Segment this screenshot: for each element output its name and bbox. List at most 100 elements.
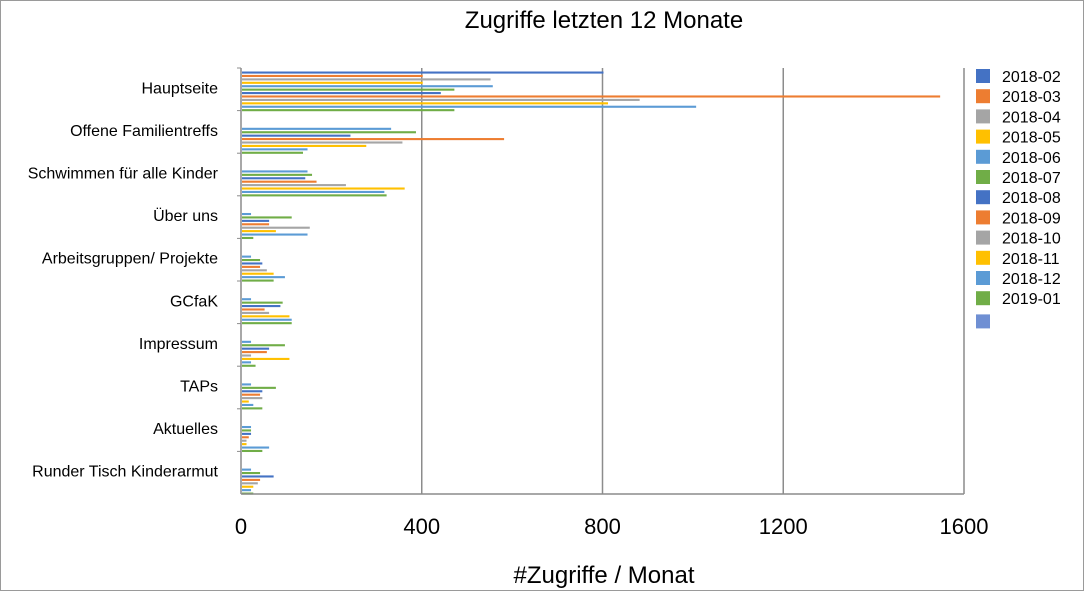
legend-label: 2018-10 bbox=[1002, 231, 1061, 248]
x-axis-title: #Zugriffe / Monat bbox=[514, 562, 695, 589]
bar-2018-07-7 bbox=[242, 386, 276, 389]
bar-2018-08-2 bbox=[242, 177, 306, 180]
bar-2018-11-5 bbox=[242, 315, 290, 318]
bar-2018-06-8 bbox=[242, 425, 252, 429]
bar-2018-10-4 bbox=[242, 269, 267, 272]
category-label: Offene Familientreffs bbox=[70, 123, 218, 140]
bar-2018-09-4 bbox=[242, 265, 261, 268]
bar-2018-10-2 bbox=[242, 184, 346, 187]
bar-2018-06-6 bbox=[242, 340, 252, 343]
bar-2018-08-9 bbox=[242, 475, 274, 478]
bar-2018-07-6 bbox=[242, 344, 285, 347]
legend-label: 2018-04 bbox=[1002, 109, 1061, 126]
x-tick-label: 800 bbox=[584, 514, 621, 539]
legend-label: 2019-01 bbox=[1002, 291, 1061, 308]
bar-2018-06-2 bbox=[242, 170, 308, 173]
bar-2018-12-4 bbox=[242, 276, 285, 279]
bar-2018-11-9 bbox=[242, 485, 254, 488]
bar-2018-11-2 bbox=[242, 187, 405, 190]
legend-label: 2018-11 bbox=[1002, 251, 1060, 268]
bar-2018-08-7 bbox=[242, 390, 263, 393]
bar-2018-06-4 bbox=[242, 255, 252, 258]
bar-2018-09-0 bbox=[242, 95, 941, 98]
bar-2018-11-7 bbox=[242, 400, 249, 403]
bar-2018-09-9 bbox=[242, 478, 261, 481]
legend: 2018-02 2018-03 2018-04 2018-05 2018-06 2018-… bbox=[976, 69, 1061, 329]
legend-swatch bbox=[976, 230, 990, 245]
bar-2018-06-0 bbox=[242, 85, 493, 88]
bar-2018-11-8 bbox=[242, 443, 247, 446]
bar-2018-09-7 bbox=[242, 393, 261, 396]
bar-2018-12-3 bbox=[242, 233, 308, 236]
bar-2018-12-2 bbox=[242, 190, 385, 193]
category-label: Schwimmen für alle Kinder bbox=[28, 166, 219, 183]
legend-swatch bbox=[976, 271, 990, 285]
axes bbox=[237, 67, 964, 495]
bar-2018-07-3 bbox=[242, 216, 292, 219]
bar-2018-09-2 bbox=[242, 180, 317, 183]
category-label: Impressum bbox=[139, 336, 218, 353]
legend-swatch bbox=[976, 170, 990, 184]
bar-2018-12-9 bbox=[242, 489, 252, 492]
bar-2018-09-6 bbox=[242, 351, 267, 354]
bar-2019-01-7 bbox=[242, 407, 263, 410]
legend-swatch bbox=[976, 89, 990, 104]
legend-label: 2018-07 bbox=[1002, 170, 1061, 187]
category-label: Arbeitsgruppen/ Projekte bbox=[42, 251, 218, 268]
bar-2019-01-5 bbox=[242, 322, 292, 325]
bar-2019-01-3 bbox=[242, 236, 254, 240]
bar-2018-07-1 bbox=[242, 131, 416, 134]
legend-label: 2018-02 bbox=[1002, 69, 1061, 86]
legend-label: 2018-05 bbox=[1002, 130, 1061, 147]
legend-label: 2018-09 bbox=[1002, 210, 1061, 227]
bar-2018-11-3 bbox=[242, 230, 276, 233]
bar-2018-11-1 bbox=[242, 144, 367, 147]
bar-2018-10-1 bbox=[242, 141, 403, 144]
legend-label: 2018-06 bbox=[1002, 150, 1061, 167]
x-tick-label: 1600 bbox=[940, 514, 989, 539]
bar-2019-01-2 bbox=[242, 194, 387, 197]
bar-2018-09-3 bbox=[242, 223, 270, 226]
bar-2018-10-7 bbox=[242, 397, 263, 400]
bar-2018-12-5 bbox=[242, 318, 292, 321]
bar-2018-12-8 bbox=[242, 446, 270, 449]
bar-2018-09-1 bbox=[242, 138, 505, 141]
legend-swatch bbox=[976, 69, 990, 83]
bar-2018-08-3 bbox=[242, 219, 270, 222]
legend-swatch bbox=[976, 250, 990, 265]
bar-2018-08-6 bbox=[242, 347, 270, 350]
x-tick-labels: 0 400 800 1200 1600 bbox=[235, 514, 989, 539]
category-label: Hauptseite bbox=[142, 80, 219, 97]
bar-2018-07-0 bbox=[242, 88, 455, 91]
bars bbox=[242, 71, 941, 495]
chart-title: Zugriffe letzten 12 Monate bbox=[465, 7, 743, 34]
bar-2018-10-8 bbox=[242, 439, 247, 442]
bar-2018-08-0 bbox=[242, 92, 441, 95]
category-labels: Hauptseite Offene Familientreffs Schwimmen… bbox=[28, 80, 219, 480]
bar-2019-01-0 bbox=[242, 109, 455, 112]
category-label: GCfaK bbox=[170, 293, 218, 310]
x-tick-label: 400 bbox=[403, 514, 440, 539]
legend-swatch bbox=[976, 109, 990, 124]
bar-2018-07-4 bbox=[242, 259, 261, 262]
bar-2018-10-5 bbox=[242, 311, 270, 314]
legend-label: 2018-12 bbox=[1002, 271, 1061, 288]
bar-2018-07-9 bbox=[242, 472, 261, 475]
bar-2018-06-3 bbox=[242, 212, 252, 216]
bar-2018-06-9 bbox=[242, 468, 252, 471]
bar-2018-09-8 bbox=[242, 436, 249, 439]
legend-swatch bbox=[976, 129, 990, 144]
bar-2018-09-5 bbox=[242, 308, 265, 311]
legend-swatch bbox=[976, 291, 990, 306]
bar-2018-10-6 bbox=[242, 354, 252, 357]
bar-2018-07-5 bbox=[242, 301, 283, 304]
x-tick-label: 1200 bbox=[759, 514, 808, 539]
bar-2018-11-0 bbox=[242, 102, 609, 105]
bar-2018-12-1 bbox=[242, 148, 308, 151]
legend-label: 2018-08 bbox=[1002, 190, 1061, 207]
bar-2018-07-2 bbox=[242, 173, 313, 176]
bar-2019-01-1 bbox=[242, 151, 304, 154]
category-label: TAPs bbox=[180, 379, 218, 396]
